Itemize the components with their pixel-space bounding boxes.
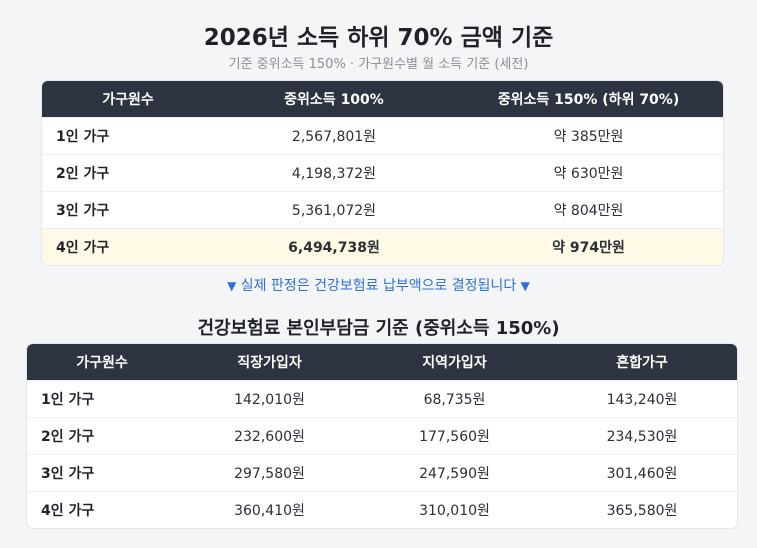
highlighted-table-row: 4인 가구 6,494,738원 약 974만원 bbox=[42, 228, 723, 265]
table-cell: 310,010원 bbox=[362, 491, 547, 528]
column-header-regional: 지역가입자 bbox=[362, 344, 547, 380]
section-title: 건강보험료 본인부담금 기준 (중위소득 150%) bbox=[197, 318, 560, 339]
row-label: 3인 가구 bbox=[42, 191, 214, 228]
table-cell: 297,580원 bbox=[177, 454, 362, 491]
down-triangle-icon: ▼ bbox=[227, 279, 237, 293]
row-label: 4인 가구 bbox=[27, 491, 177, 528]
row-label: 1인 가구 bbox=[27, 380, 177, 417]
table-cell: 234,530원 bbox=[547, 417, 737, 454]
note-text: 실제 판정은 건강보험료 납부액으로 결정됩니다 bbox=[240, 278, 517, 294]
table-row: 2인 가구 4,198,372원 약 630만원 bbox=[42, 154, 723, 191]
insurance-table-header: 가구원수 직장가입자 지역가입자 혼합가구 bbox=[27, 344, 737, 380]
row-label: 2인 가구 bbox=[42, 154, 214, 191]
table-row: 4인 가구 360,410원 310,010원 365,580원 bbox=[27, 491, 737, 528]
table-cell: 177,560원 bbox=[362, 417, 547, 454]
table-row: 3인 가구 5,361,072원 약 804만원 bbox=[42, 191, 723, 228]
table-cell: 약 804만원 bbox=[454, 191, 723, 228]
table-cell: 약 974만원 bbox=[454, 228, 723, 265]
column-header-mixed: 혼합가구 bbox=[547, 344, 737, 380]
table-cell: 약 630만원 bbox=[454, 154, 723, 191]
column-header-employee: 직장가입자 bbox=[177, 344, 362, 380]
table-cell: 6,494,738원 bbox=[214, 228, 454, 265]
table-cell: 4,198,372원 bbox=[214, 154, 454, 191]
table-cell: 360,410원 bbox=[177, 491, 362, 528]
note-line: ▼ 실제 판정은 건강보험료 납부액으로 결정됩니다 ▼ bbox=[0, 275, 757, 295]
row-label: 3인 가구 bbox=[27, 454, 177, 491]
column-header-household: 가구원수 bbox=[27, 344, 177, 380]
income-table-header: 가구원수 중위소득 100% 중위소득 150% (하위 70%) bbox=[42, 81, 723, 117]
table-cell: 247,590원 bbox=[362, 454, 547, 491]
table-cell: 301,460원 bbox=[547, 454, 737, 491]
down-triangle-icon: ▼ bbox=[520, 279, 530, 293]
table-row: 1인 가구 2,567,801원 약 385만원 bbox=[42, 117, 723, 154]
table-row: 3인 가구 297,580원 247,590원 301,460원 bbox=[27, 454, 737, 491]
column-header-household: 가구원수 bbox=[42, 81, 214, 117]
income-table: 가구원수 중위소득 100% 중위소득 150% (하위 70%) 1인 가구 … bbox=[42, 81, 723, 265]
table-cell: 365,580원 bbox=[547, 491, 737, 528]
row-label: 2인 가구 bbox=[27, 417, 177, 454]
insurance-table: 가구원수 직장가입자 지역가입자 혼합가구 1인 가구 142,010원 68,… bbox=[27, 344, 737, 528]
table-cell: 2,567,801원 bbox=[214, 117, 454, 154]
column-header-median-150: 중위소득 150% (하위 70%) bbox=[454, 81, 723, 117]
table-cell: 232,600원 bbox=[177, 417, 362, 454]
table-cell: 68,735원 bbox=[362, 380, 547, 417]
page-title: 2026년 소득 하위 70% 금액 기준 bbox=[203, 25, 554, 51]
row-label: 1인 가구 bbox=[42, 117, 214, 154]
table-cell: 143,240원 bbox=[547, 380, 737, 417]
table-row: 1인 가구 142,010원 68,735원 143,240원 bbox=[27, 380, 737, 417]
table-cell: 5,361,072원 bbox=[214, 191, 454, 228]
page-subtitle: 기준 중위소득 150% · 가구원수별 월 소득 기준 (세전) bbox=[228, 57, 529, 72]
column-header-median-100: 중위소득 100% bbox=[214, 81, 454, 117]
table-row: 2인 가구 232,600원 177,560원 234,530원 bbox=[27, 417, 737, 454]
table-cell: 142,010원 bbox=[177, 380, 362, 417]
table-cell: 약 385만원 bbox=[454, 117, 723, 154]
row-label: 4인 가구 bbox=[42, 228, 214, 265]
